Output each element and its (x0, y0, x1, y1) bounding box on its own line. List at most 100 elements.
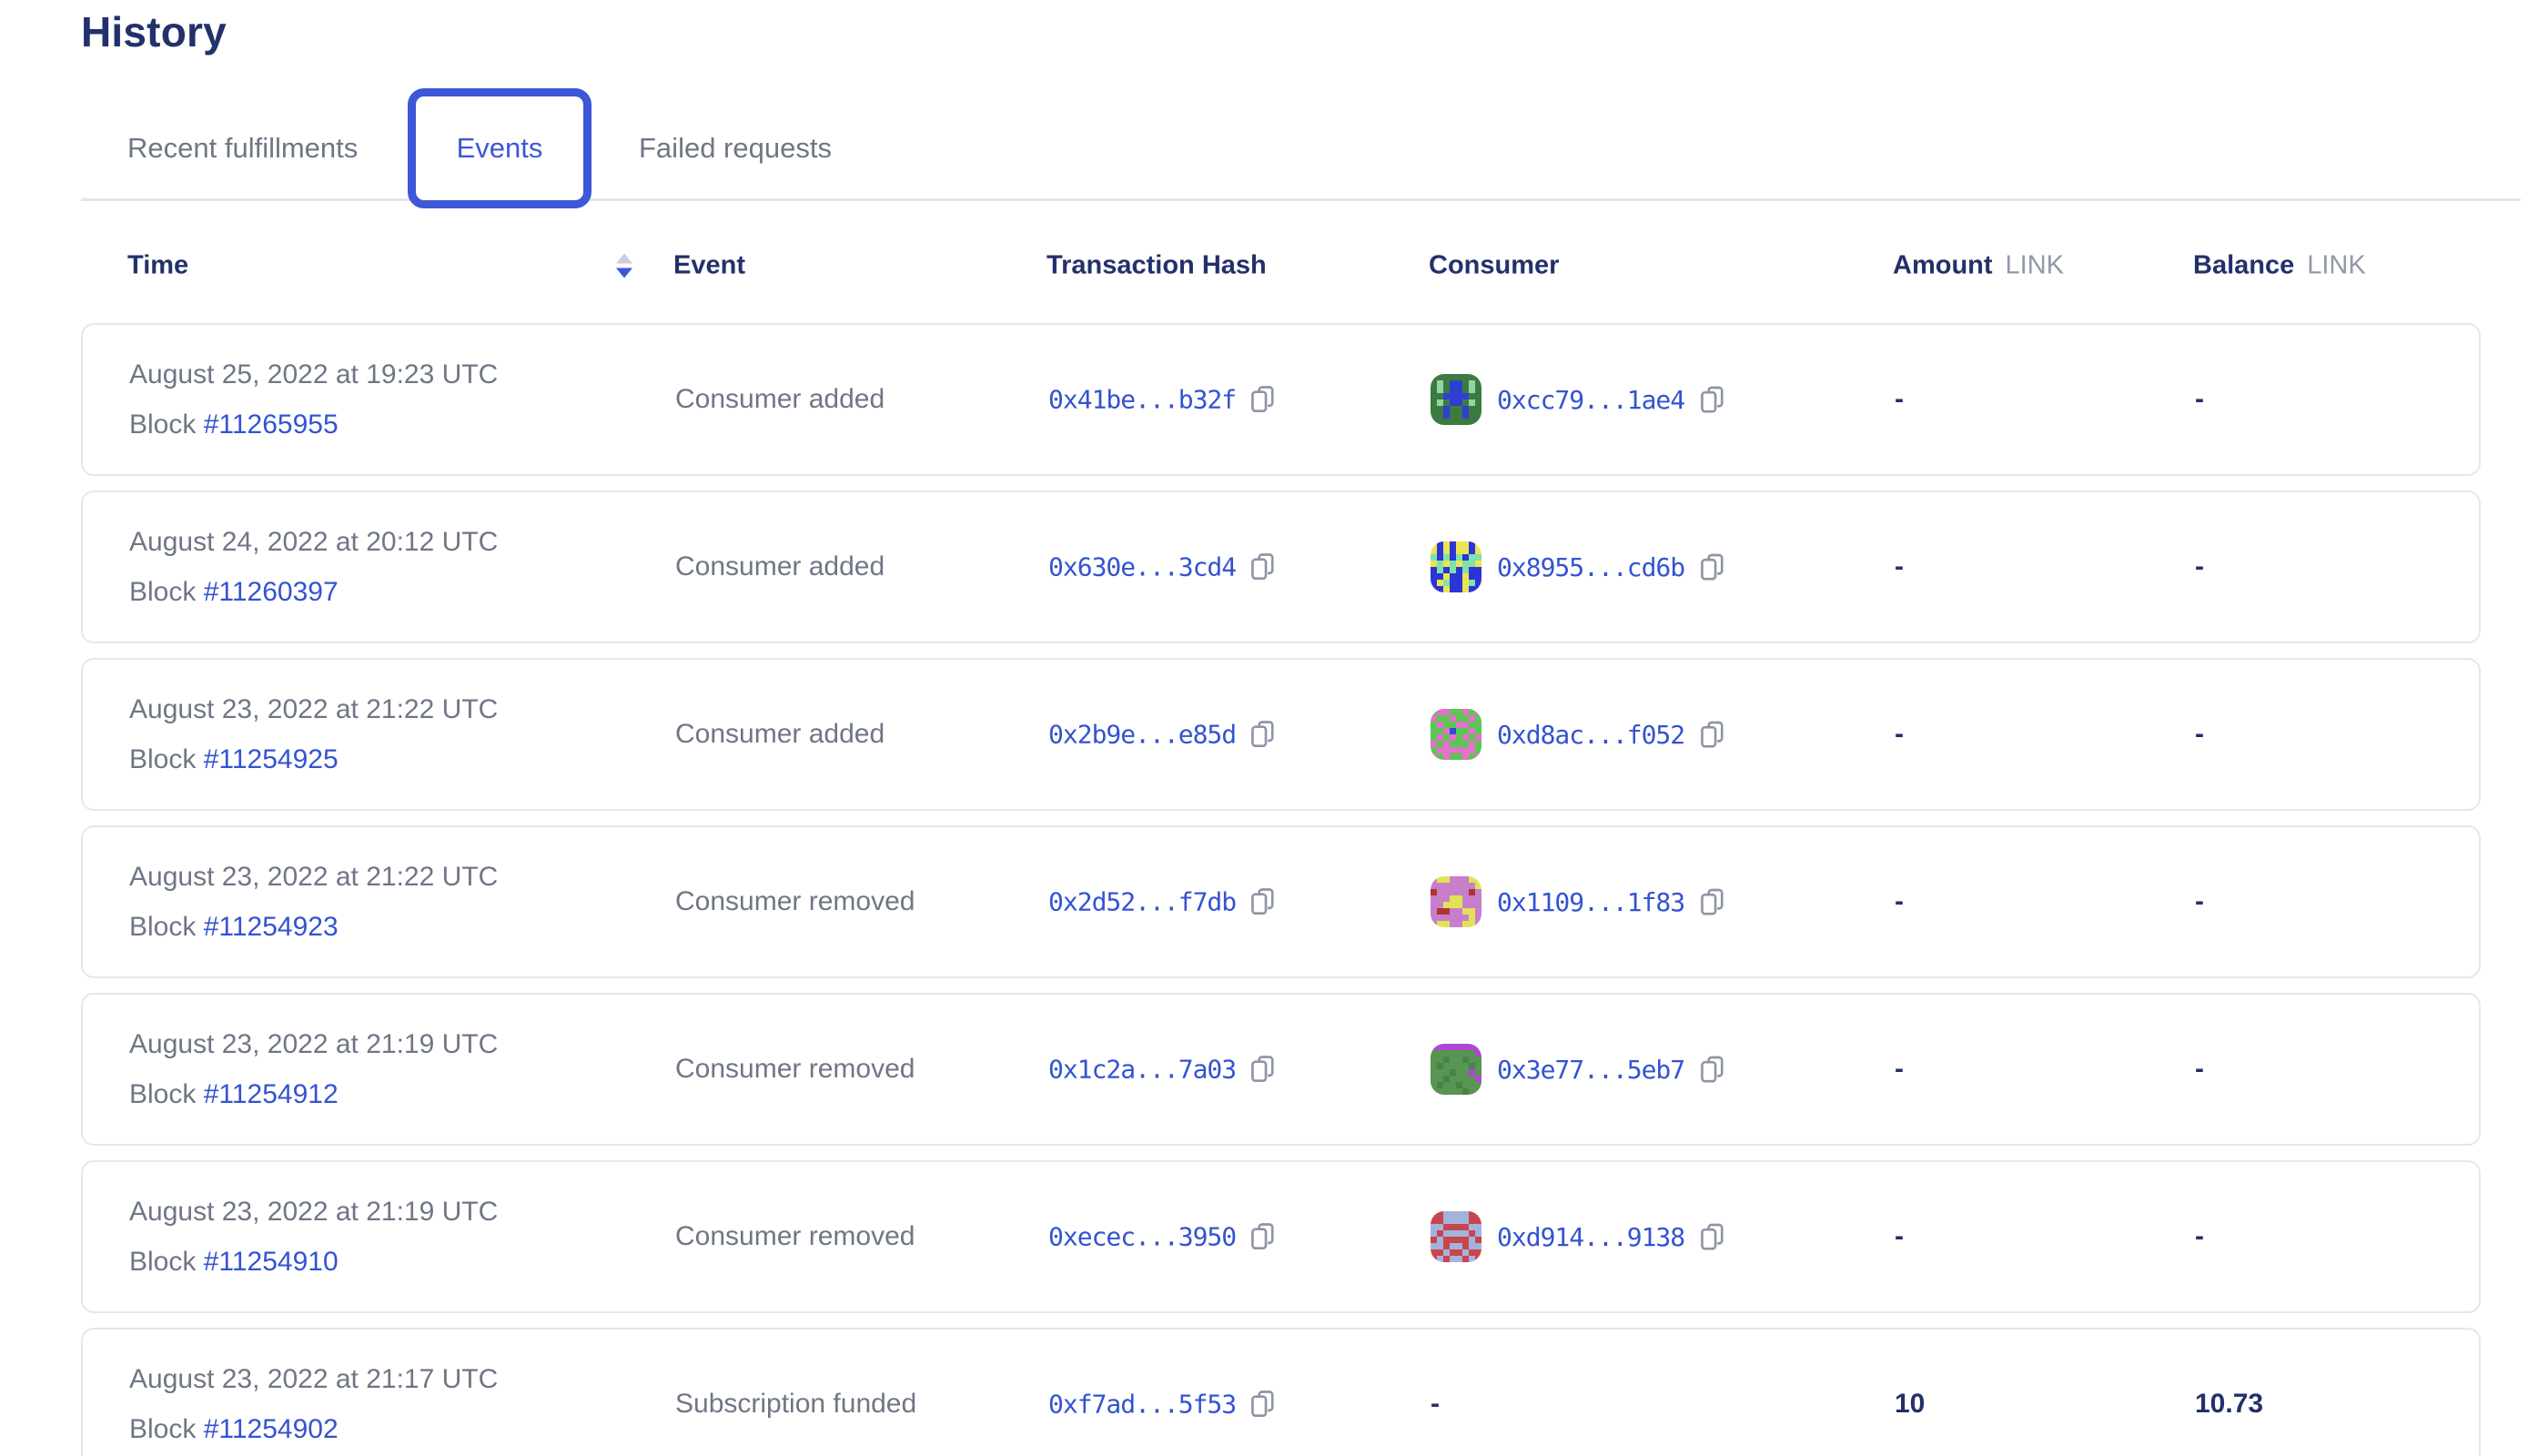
amount-value: 10 (1895, 1389, 1926, 1419)
copy-icon[interactable] (1700, 888, 1724, 916)
consumer-address-link[interactable]: 0x3e77...5eb7 (1497, 1054, 1685, 1085)
block-number-link[interactable]: #11254912 (203, 1079, 339, 1109)
amount-value: - (1895, 384, 1904, 414)
amount-cell: - (1895, 719, 1904, 750)
block-line: Block #11260397 (129, 567, 498, 617)
copy-icon[interactable] (1700, 1056, 1724, 1084)
tab-recent-fulfillments[interactable]: Recent fulfillments (127, 132, 359, 164)
event-type: Consumer added (675, 719, 885, 749)
amount-label: Amount (1893, 250, 1993, 280)
transaction-hash-cell: 0x630e...3cd4 (1048, 552, 1275, 582)
block-line: Block #11254910 (129, 1237, 498, 1287)
consumer-address-link[interactable]: 0x1109...1f83 (1497, 886, 1685, 917)
consumer-cell: 0xd914...9138 (1431, 1211, 1724, 1262)
block-number-link[interactable]: #11265955 (203, 410, 339, 440)
event-timestamp: August 23, 2022 at 21:22 UTC (129, 694, 499, 724)
consumer-avatar (1431, 876, 1481, 927)
block-label: Block (129, 912, 197, 942)
time-cell: August 25, 2022 at 19:23 UTC Block #1126… (129, 349, 498, 450)
copy-icon[interactable] (1250, 888, 1275, 916)
block-label: Block (129, 577, 197, 607)
copy-icon[interactable] (1250, 721, 1275, 749)
balance-cell: - (2195, 384, 2204, 415)
consumer-avatar (1431, 1044, 1481, 1095)
copy-icon[interactable] (1700, 553, 1724, 581)
transaction-hash-cell: 0x1c2a...7a03 (1048, 1055, 1275, 1085)
tab-events[interactable]: Events (408, 88, 592, 208)
balance-value: - (2195, 1054, 2204, 1084)
block-line: Block #11254923 (129, 902, 498, 952)
time-cell: August 23, 2022 at 21:22 UTC Block #1125… (129, 852, 498, 952)
block-number-link[interactable]: #11254910 (203, 1247, 339, 1277)
amount-value: - (1895, 886, 1904, 916)
event-timestamp: August 23, 2022 at 21:17 UTC (129, 1364, 499, 1394)
amount-cell: 10 (1895, 1389, 1925, 1420)
page-title: History (81, 8, 227, 56)
transaction-hash-link[interactable]: 0x1c2a...7a03 (1048, 1054, 1237, 1085)
event-type: Consumer removed (675, 1221, 915, 1251)
copy-icon[interactable] (1250, 386, 1275, 414)
balance-cell: - (2195, 551, 2204, 582)
consumer-cell: 0xcc79...1ae4 (1431, 374, 1724, 425)
balance-cell: - (2195, 1054, 2204, 1085)
transaction-hash-link[interactable]: 0x630e...3cd4 (1048, 551, 1237, 582)
amount-value: - (1895, 719, 1904, 749)
event-cell: Consumer removed (675, 1054, 915, 1085)
table-row: August 23, 2022 at 21:22 UTC Block #1125… (81, 658, 2481, 811)
transaction-hash-link[interactable]: 0x2b9e...e85d (1048, 719, 1237, 750)
transaction-hash-link[interactable]: 0xecec...3950 (1048, 1221, 1237, 1252)
copy-icon[interactable] (1700, 386, 1724, 414)
sort-ascending-icon (616, 253, 632, 264)
copy-icon[interactable] (1700, 1223, 1724, 1251)
block-line: Block #11254912 (129, 1069, 498, 1119)
block-number-link[interactable]: #11260397 (203, 577, 339, 607)
copy-icon[interactable] (1250, 1223, 1275, 1251)
event-timestamp: August 24, 2022 at 20:12 UTC (129, 527, 499, 557)
balance-cell: 10.73 (2195, 1389, 2263, 1420)
block-number-link[interactable]: #11254923 (203, 912, 339, 942)
block-number-link[interactable]: #11254902 (203, 1414, 339, 1444)
block-number-link[interactable]: #11254925 (203, 744, 339, 774)
balance-value: - (2195, 384, 2204, 414)
amount-cell: - (1895, 886, 1904, 917)
transaction-hash-cell: 0xf7ad...5f53 (1048, 1390, 1275, 1420)
consumer-address-link[interactable]: 0xd8ac...f052 (1497, 719, 1685, 750)
time-cell: August 24, 2022 at 20:12 UTC Block #1126… (129, 517, 498, 617)
transaction-hash-link[interactable]: 0xf7ad...5f53 (1048, 1389, 1237, 1420)
consumer-avatar (1431, 541, 1481, 592)
block-line: Block #11254925 (129, 734, 498, 784)
event-cell: Consumer removed (675, 1221, 915, 1252)
amount-cell: - (1895, 551, 1904, 582)
copy-icon[interactable] (1700, 721, 1724, 749)
consumer-avatar (1431, 1211, 1481, 1262)
column-header-transaction-hash: Transaction Hash (1047, 250, 1267, 280)
consumer-address-link[interactable]: 0x8955...cd6b (1497, 551, 1685, 582)
event-cell: Consumer added (675, 384, 885, 415)
copy-icon[interactable] (1250, 1390, 1275, 1419)
transaction-hash-link[interactable]: 0x41be...b32f (1048, 384, 1237, 415)
event-type: Subscription funded (675, 1389, 917, 1419)
balance-unit-label: LINK (2307, 250, 2366, 280)
tabs-divider (81, 198, 2521, 201)
block-label: Block (129, 410, 197, 440)
sort-arrows-icon[interactable] (616, 253, 632, 278)
amount-cell: - (1895, 384, 1904, 415)
table-row: August 23, 2022 at 21:19 UTC Block #1125… (81, 993, 2481, 1146)
copy-icon[interactable] (1250, 1056, 1275, 1084)
transaction-hash-link[interactable]: 0x2d52...f7db (1048, 886, 1237, 917)
copy-icon[interactable] (1250, 553, 1275, 581)
table-row: August 23, 2022 at 21:19 UTC Block #1125… (81, 1160, 2481, 1313)
consumer-address-link[interactable]: 0xcc79...1ae4 (1497, 384, 1685, 415)
balance-cell: - (2195, 1221, 2204, 1252)
consumer-empty-dash: - (1431, 1389, 1440, 1419)
event-cell: Subscription funded (675, 1389, 916, 1420)
tab-failed-requests[interactable]: Failed requests (639, 132, 832, 164)
event-timestamp: August 25, 2022 at 19:23 UTC (129, 359, 499, 389)
balance-label: Balance (2193, 250, 2295, 280)
consumer-address-link[interactable]: 0xd914...9138 (1497, 1221, 1685, 1252)
event-type: Consumer added (675, 551, 885, 581)
history-tabs: Recent fulfillments Events Failed reques… (0, 88, 2528, 208)
event-cell: Consumer added (675, 551, 885, 582)
transaction-hash-cell: 0x2b9e...e85d (1048, 720, 1275, 750)
